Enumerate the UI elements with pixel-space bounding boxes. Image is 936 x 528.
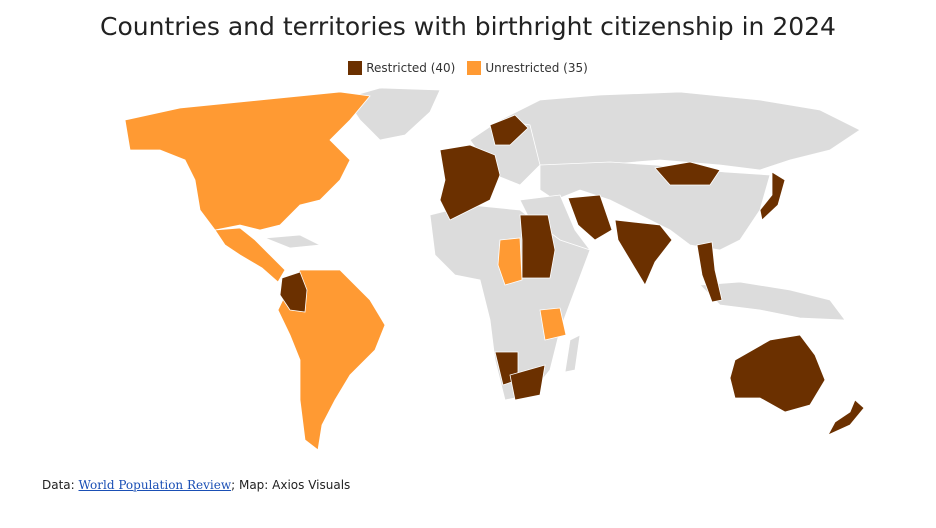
legend-item: Unrestricted (35) bbox=[467, 61, 588, 75]
footer: Data: World Population Review; Map: Axio… bbox=[42, 478, 350, 492]
colombia bbox=[279, 271, 308, 313]
russia-asia bbox=[499, 91, 861, 171]
south-america bbox=[277, 269, 386, 451]
world-map bbox=[124, 87, 865, 451]
chad bbox=[497, 237, 523, 286]
australia bbox=[729, 334, 826, 413]
source-link[interactable]: World Population Review bbox=[78, 478, 232, 492]
caribbean bbox=[264, 234, 322, 249]
japan bbox=[759, 171, 786, 221]
north-america bbox=[124, 91, 371, 231]
madagascar bbox=[564, 334, 581, 373]
footer-text: Data: bbox=[42, 478, 79, 492]
legend-swatch bbox=[467, 61, 482, 75]
legend-swatch bbox=[348, 61, 363, 75]
legend-label: Restricted (40) bbox=[366, 61, 456, 75]
legend-label: Unrestricted (35) bbox=[485, 61, 588, 75]
south-africa bbox=[509, 364, 546, 401]
iran bbox=[567, 194, 613, 241]
footer-text: ; Map: Axios Visuals bbox=[231, 478, 351, 492]
legend: Restricted (40) Unrestricted (35) bbox=[0, 61, 936, 75]
map-title: Countries and territories with birthrigh… bbox=[100, 12, 836, 41]
thailand-malaysia bbox=[696, 241, 723, 303]
central-america bbox=[214, 227, 286, 283]
greenland bbox=[344, 87, 441, 141]
india bbox=[614, 219, 673, 286]
legend-item: Restricted (40) bbox=[348, 61, 455, 75]
new-zealand bbox=[827, 399, 865, 436]
tanzania bbox=[539, 307, 567, 341]
nordics bbox=[489, 114, 529, 146]
western-europe bbox=[439, 144, 501, 221]
egypt-sudan bbox=[519, 214, 556, 279]
southeast-asia-islands bbox=[699, 281, 846, 321]
mongolia bbox=[654, 161, 721, 186]
